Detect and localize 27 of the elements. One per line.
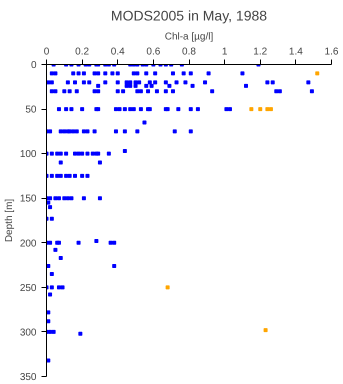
x-tick-label: 0.8	[182, 46, 196, 58]
point	[315, 71, 320, 76]
x-tick-label: 1	[222, 46, 228, 58]
x-tick-label: 1.6	[324, 46, 339, 58]
y-tick-label: 300	[20, 327, 37, 338]
x-axis-title: Chl-a [µg/l]	[164, 32, 214, 42]
point	[268, 107, 273, 112]
y-tick-label: 350	[20, 372, 37, 383]
y-tick-label: 0	[30, 60, 37, 71]
x-tick-label: 1.2	[253, 46, 268, 58]
y-tick-label: 150	[20, 194, 37, 205]
x-tick-label: 0	[44, 46, 50, 58]
x-tick-label: 1.4	[288, 46, 304, 58]
y-tick-label: 250	[20, 282, 37, 294]
point	[258, 107, 262, 112]
chart-title: MODS2005 in May, 1988	[110, 8, 268, 24]
point	[166, 285, 170, 290]
point	[264, 328, 268, 332]
point	[265, 107, 270, 112]
y-tick-label: 100	[20, 149, 37, 160]
x-tick-label: 0.6	[146, 46, 161, 58]
y-axis-title: Depth [m]	[4, 198, 15, 242]
y-tick-label: 200	[20, 238, 37, 250]
x-tick-label: 0.2	[75, 46, 90, 58]
point	[249, 107, 254, 112]
x-tick-label: 0.4	[110, 46, 126, 58]
y-tick-label: 50	[25, 104, 37, 116]
